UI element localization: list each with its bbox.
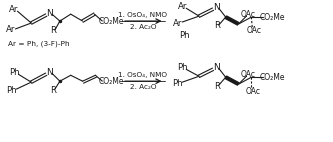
Text: OAc: OAc	[241, 70, 256, 79]
Text: 2. Ac₂O: 2. Ac₂O	[130, 24, 156, 30]
Text: Ph: Ph	[177, 63, 187, 72]
Text: Ph: Ph	[6, 85, 17, 95]
Text: CO₂Me: CO₂Me	[99, 17, 124, 26]
Text: Ph: Ph	[9, 68, 20, 77]
Text: OAc: OAc	[241, 10, 256, 19]
Text: CO₂Me: CO₂Me	[259, 73, 285, 82]
Text: Ph: Ph	[172, 79, 182, 88]
Text: N: N	[213, 3, 220, 12]
Text: N: N	[47, 68, 53, 77]
Text: R: R	[214, 21, 220, 31]
Text: R: R	[214, 82, 220, 91]
Text: Ar: Ar	[9, 5, 18, 14]
Text: Ar: Ar	[177, 2, 187, 11]
Text: OAc: OAc	[247, 26, 262, 35]
Text: Ar: Ar	[172, 18, 182, 28]
Text: Ar: Ar	[6, 25, 15, 34]
Text: 1. OsO₄, NMO: 1. OsO₄, NMO	[118, 12, 167, 18]
Text: 2. Ac₂O: 2. Ac₂O	[130, 84, 156, 90]
Text: Ar = Ph, (3-F)-Ph: Ar = Ph, (3-F)-Ph	[8, 40, 70, 47]
Text: N: N	[213, 63, 220, 72]
Text: 1. OsO₄, NMO: 1. OsO₄, NMO	[118, 72, 167, 78]
Text: CO₂Me: CO₂Me	[99, 77, 124, 86]
Text: R: R	[50, 26, 56, 35]
Text: Ph: Ph	[179, 31, 189, 40]
Text: N: N	[47, 9, 53, 18]
Text: OAc: OAc	[246, 86, 261, 96]
Text: CO₂Me: CO₂Me	[259, 13, 285, 22]
Text: R: R	[50, 85, 56, 95]
